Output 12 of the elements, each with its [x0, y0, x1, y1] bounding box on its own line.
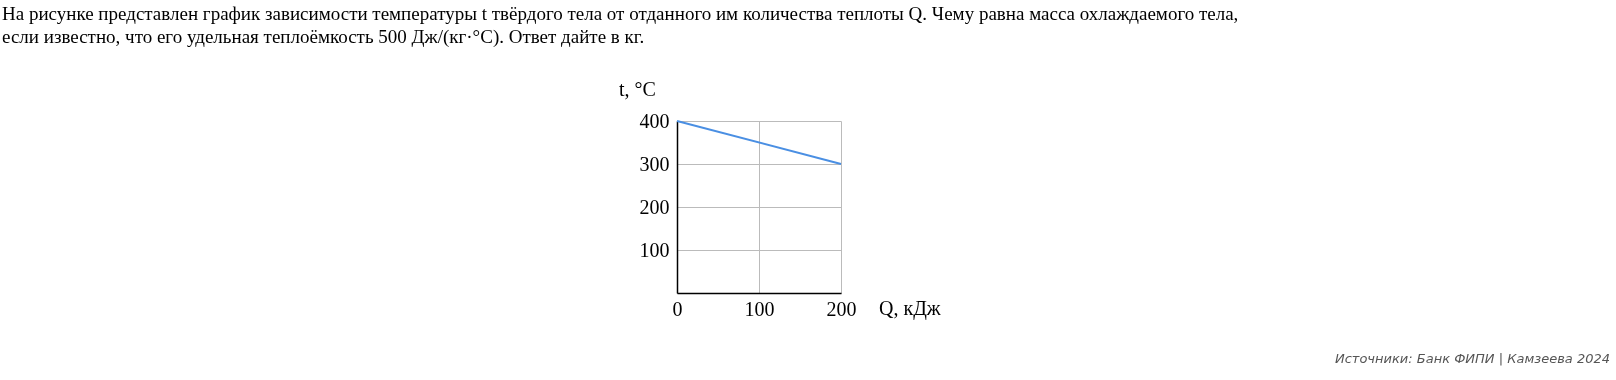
x-tick-label: 0: [672, 297, 683, 320]
text: На рисунке представлен график зависимости температуры t твёрдого тела от отданного им количества теплоты Q. Чему равна масса охлаждаемого тела,: [2, 3, 1239, 24]
y-tick-label: 400: [639, 109, 670, 132]
text: Источники: Банк ФИПИ | Камзеева 2024: [1334, 351, 1610, 366]
y-tick-label: 300: [639, 152, 670, 175]
x-axis-title: Q, кДж: [879, 297, 941, 320]
x-tick-label: 100: [744, 297, 775, 320]
y-tick-label: 100: [639, 238, 670, 261]
x-tick-label: 200: [826, 297, 857, 320]
y-tick-label: 200: [639, 195, 670, 218]
y-axis-title: t, °C: [619, 78, 656, 100]
text: если известно, что его удельная теплоёмкость 500 Дж/(кг·°C). Ответ дайте в кг.: [2, 26, 645, 47]
